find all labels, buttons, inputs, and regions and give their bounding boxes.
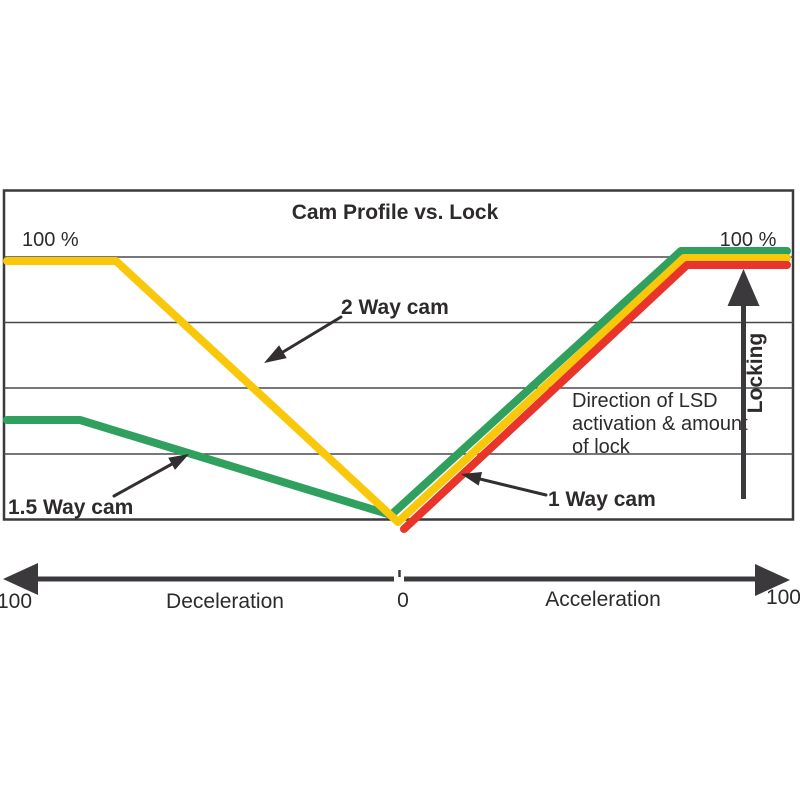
callout-1-way-arrowhead-icon: [461, 472, 483, 486]
x-axis-arrow: [3, 563, 790, 596]
callout-2-way-arrowhead-icon: [264, 345, 287, 363]
gridlines: [4, 256, 793, 455]
plot-border: [2, 189, 795, 521]
series-2-way-label: 2 Way cam: [341, 296, 449, 319]
direction-note-line1: Direction of LSD: [572, 390, 718, 412]
series-1-way-label: 1 Way cam: [548, 488, 656, 511]
x-label-100-left: 100: [0, 590, 32, 613]
chart-title: Cam Profile vs. Lock: [292, 201, 499, 224]
direction-note: Direction of LSD activation & amount of …: [572, 390, 748, 458]
series-1-5-way-line: [3, 247, 791, 519]
y-label-100-left: 100 %: [22, 229, 79, 251]
callout-1-way-arrow-line: [478, 477, 548, 497]
series-2-way-line: [3, 254, 791, 526]
x-axis-labels: 100 Deceleration 0 Acceleration 100: [0, 586, 800, 613]
y-label-100-right: 100 %: [720, 229, 777, 251]
callout-1-5-way-arrowhead-icon: [168, 454, 189, 470]
callout-1-5-way-arrow-line: [112, 462, 174, 498]
locking-arrowhead-icon: [727, 269, 760, 306]
x-label-deceleration: Deceleration: [166, 590, 284, 613]
x-axis-right-arrowhead-icon: [755, 564, 790, 596]
x-label-zero: 0: [397, 589, 409, 612]
locking-arrow: Locking: [727, 269, 767, 499]
x-label-acceleration: Acceleration: [545, 588, 661, 611]
callout-2-way-cam: 2 Way cam: [264, 296, 449, 363]
series-1-5-way-label: 1.5 Way cam: [8, 496, 133, 519]
locking-label: Locking: [744, 333, 767, 414]
callout-1-way-cam: 1 Way cam: [461, 472, 656, 511]
x-label-100-right: 100: [766, 586, 800, 609]
direction-note-line3: of lock: [572, 436, 631, 458]
callout-1-5-way-cam: 1.5 Way cam: [8, 454, 189, 519]
callout-2-way-arrow-line: [281, 315, 343, 354]
series-1-way-line: [400, 261, 791, 533]
x-axis-left-arrowhead-icon: [3, 563, 38, 595]
direction-note-line2: activation & amount: [572, 413, 748, 435]
